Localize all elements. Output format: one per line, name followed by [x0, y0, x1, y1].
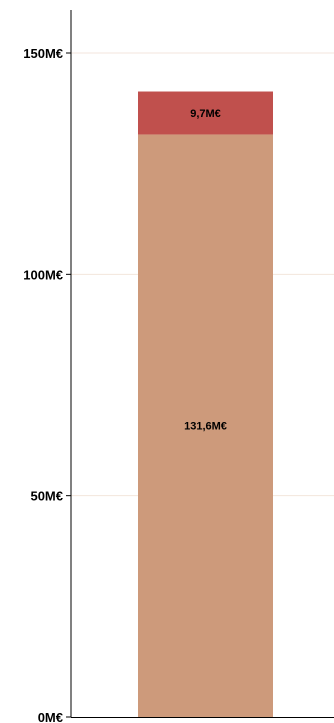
y-tick-label: 150M€: [23, 46, 63, 61]
y-axis: 0M€ 50M€ 100M€ 150M€: [23, 10, 334, 723]
bar-segment-1: [138, 91, 273, 135]
y-tick-label: 50M€: [30, 489, 63, 504]
data-label-1: 9,7M€: [190, 108, 221, 120]
bars: [138, 91, 273, 717]
y-tick-label: 100M€: [23, 267, 63, 282]
y-tick-label: 0M€: [38, 710, 63, 723]
bar-segment-0: [138, 134, 273, 717]
data-label-0: 131,6M€: [184, 421, 227, 433]
data-labels: 131,6M€ 9,7M€: [184, 108, 227, 433]
